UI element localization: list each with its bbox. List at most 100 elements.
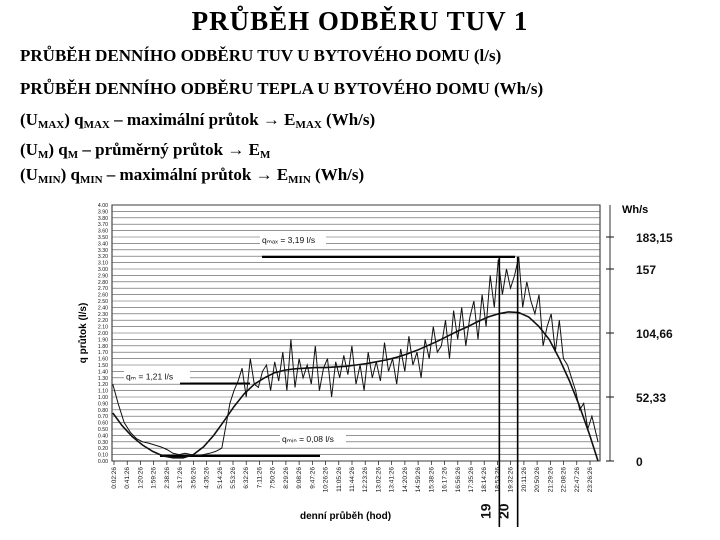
y-axis-ticks: 4.003.903.803.703.603.503.403.303.203.10… xyxy=(98,203,108,465)
hour-marks: 19 20 xyxy=(477,256,519,527)
subscript: MIN xyxy=(288,174,311,186)
text-part: E xyxy=(244,140,260,159)
y-tick-label: 0.80 xyxy=(98,408,108,414)
x-tick-label: 5:14:26 xyxy=(217,467,224,489)
x-tick-label: 10:26:26 xyxy=(323,467,330,493)
subscript: M xyxy=(37,149,49,161)
annotation-box xyxy=(124,370,190,383)
flow-chart: 4.003.903.803.703.603.503.403.303.203.10… xyxy=(77,203,673,527)
y-tick-label: 0.20 xyxy=(98,446,108,452)
x-tick-label: 21:29:26 xyxy=(547,467,554,493)
text-part: – průměrný průtok xyxy=(78,140,228,159)
right-tick-label: 157 xyxy=(636,263,656,277)
text-part: (U xyxy=(20,165,38,184)
y-tick-label: 0.30 xyxy=(98,440,108,446)
x-axis-label: denní průběh (hod) xyxy=(300,510,391,522)
y-tick-label: 1.10 xyxy=(98,389,108,395)
text-part: E xyxy=(279,110,296,129)
subscript: M xyxy=(67,149,79,161)
text-part: (Wh/s) xyxy=(321,110,376,129)
y-tick-label: 3.50 xyxy=(98,235,108,241)
right-axis: 183,15 157 104,66 52,33 0 xyxy=(606,205,673,469)
y-tick-label: 3.00 xyxy=(98,267,108,273)
x-tick-label: 8:29:26 xyxy=(283,467,290,489)
x-tick-label: 3:17:26 xyxy=(177,467,184,489)
y-tick-label: 1.40 xyxy=(98,369,108,375)
grid-lines xyxy=(111,204,601,462)
description-line: PRŮBĚH DENNÍHO ODBĚRU TEPLA U BYTOVÉHO D… xyxy=(20,79,543,99)
right-tick-label: 183,15 xyxy=(636,231,673,245)
y-tick-label: 2.00 xyxy=(98,331,108,337)
y-tick-label: 2.50 xyxy=(98,299,108,305)
x-tick-label: 13:02:26 xyxy=(375,467,382,493)
x-tick-label: 5:53:26 xyxy=(230,467,237,489)
x-tick-label: 11:44:26 xyxy=(349,467,356,492)
text-part: (U xyxy=(20,110,38,129)
y-tick-label: 3.10 xyxy=(98,261,108,267)
y-tick-label: 2.20 xyxy=(98,318,108,324)
y-tick-label: 1.20 xyxy=(98,382,108,388)
y-tick-label: 3.30 xyxy=(98,248,108,254)
x-tick-label: 6:32:26 xyxy=(243,467,250,489)
y-tick-label: 1.90 xyxy=(98,337,108,343)
y-tick-label: 1.50 xyxy=(98,363,108,369)
y-tick-label: 1.70 xyxy=(98,350,108,356)
right-tick-label: 104,66 xyxy=(636,327,673,341)
text-part: PRŮBĚH DENNÍHO ODBĚRU TUV U BYTOVÉHO DOM… xyxy=(20,46,502,65)
x-tick-label: 3:56:26 xyxy=(190,467,197,489)
y-tick-label: 1.80 xyxy=(98,344,108,350)
description-line: PRŮBĚH DENNÍHO ODBĚRU TUV U BYTOVÉHO DOM… xyxy=(20,46,501,66)
x-tick-label: 20:11:26 xyxy=(521,467,528,492)
annotations: qₘₐₓ = 3,19 l/s qₘ = 1,21 l/s qₘᵢₙ = 0,08 … xyxy=(124,233,515,457)
x-tick-label: 22:08:26 xyxy=(561,467,568,493)
y-tick-label: 0.60 xyxy=(98,421,108,427)
arrow-icon: → xyxy=(255,165,273,184)
x-tick-label: 7:11:26 xyxy=(256,467,263,489)
x-tick-label: 0:02:26 xyxy=(111,467,118,489)
y-tick-label: 2.70 xyxy=(98,286,108,292)
y-tick-label: 3.70 xyxy=(98,222,108,228)
hour-mark-label: 19 xyxy=(477,503,493,519)
x-tick-label: 17:35:26 xyxy=(468,467,475,493)
y-tick-label: 3.20 xyxy=(98,254,108,260)
text-part: (Wh/s) xyxy=(310,165,365,184)
description-line: (UMAX) qMAX – maximální průtok → EMAX (W… xyxy=(20,110,376,131)
subscript: MAX xyxy=(83,119,110,131)
text-part: (U xyxy=(20,140,38,159)
text-part: – maximální průtok xyxy=(109,110,263,129)
x-tick-label: 2:38:26 xyxy=(164,467,171,489)
y-tick-label: 4.00 xyxy=(98,203,108,209)
y-tick-label: 1.30 xyxy=(98,376,108,382)
subscript: MIN xyxy=(37,174,61,186)
x-tick-label: 0:41:26 xyxy=(124,467,131,489)
x-tick-label: 22:47:26 xyxy=(574,467,581,493)
y-tick-label: 3.80 xyxy=(98,216,108,222)
subscript: MAX xyxy=(295,119,322,131)
y-axis-label: q průtok (l/s) xyxy=(77,303,89,364)
flow-series-line xyxy=(112,256,599,457)
x-tick-label: 12:23:26 xyxy=(362,467,369,493)
x-tick-label: 9:47:26 xyxy=(309,467,316,489)
x-tick-label: 18:53:26 xyxy=(494,467,501,493)
text-part: – maximální průtok xyxy=(102,165,256,184)
text-part: PRŮBĚH DENNÍHO ODBĚRU TEPLA U BYTOVÉHO D… xyxy=(20,79,544,98)
x-tick-label: 19:32:26 xyxy=(508,467,515,493)
y-tick-label: 2.80 xyxy=(98,280,108,286)
series-lines xyxy=(112,256,599,462)
page-title: PRŮBĚH ODBĚRU TUV 1 xyxy=(191,6,529,36)
text-part: ) q xyxy=(48,140,68,159)
annotation-label: qₘ = 1,21 l/s xyxy=(126,372,173,382)
y-tick-label: 0.00 xyxy=(98,459,108,465)
y-tick-label: 0.50 xyxy=(98,427,108,433)
x-tick-label: 14:20:26 xyxy=(402,467,409,493)
text-part: ) q xyxy=(60,165,80,184)
text-part: ) q xyxy=(64,110,84,129)
right-tick-label: 0 xyxy=(636,455,643,469)
description-line: (UM) qM – průměrný průtok → EM xyxy=(20,140,270,161)
x-tick-label: 16:17:26 xyxy=(442,467,449,493)
x-tick-label: 18:14:26 xyxy=(481,467,488,493)
arrow-icon: → xyxy=(227,140,245,159)
y-tick-label: 0.70 xyxy=(98,414,108,420)
y-tick-label: 1.00 xyxy=(98,395,108,401)
arrow-icon: → xyxy=(262,110,280,129)
